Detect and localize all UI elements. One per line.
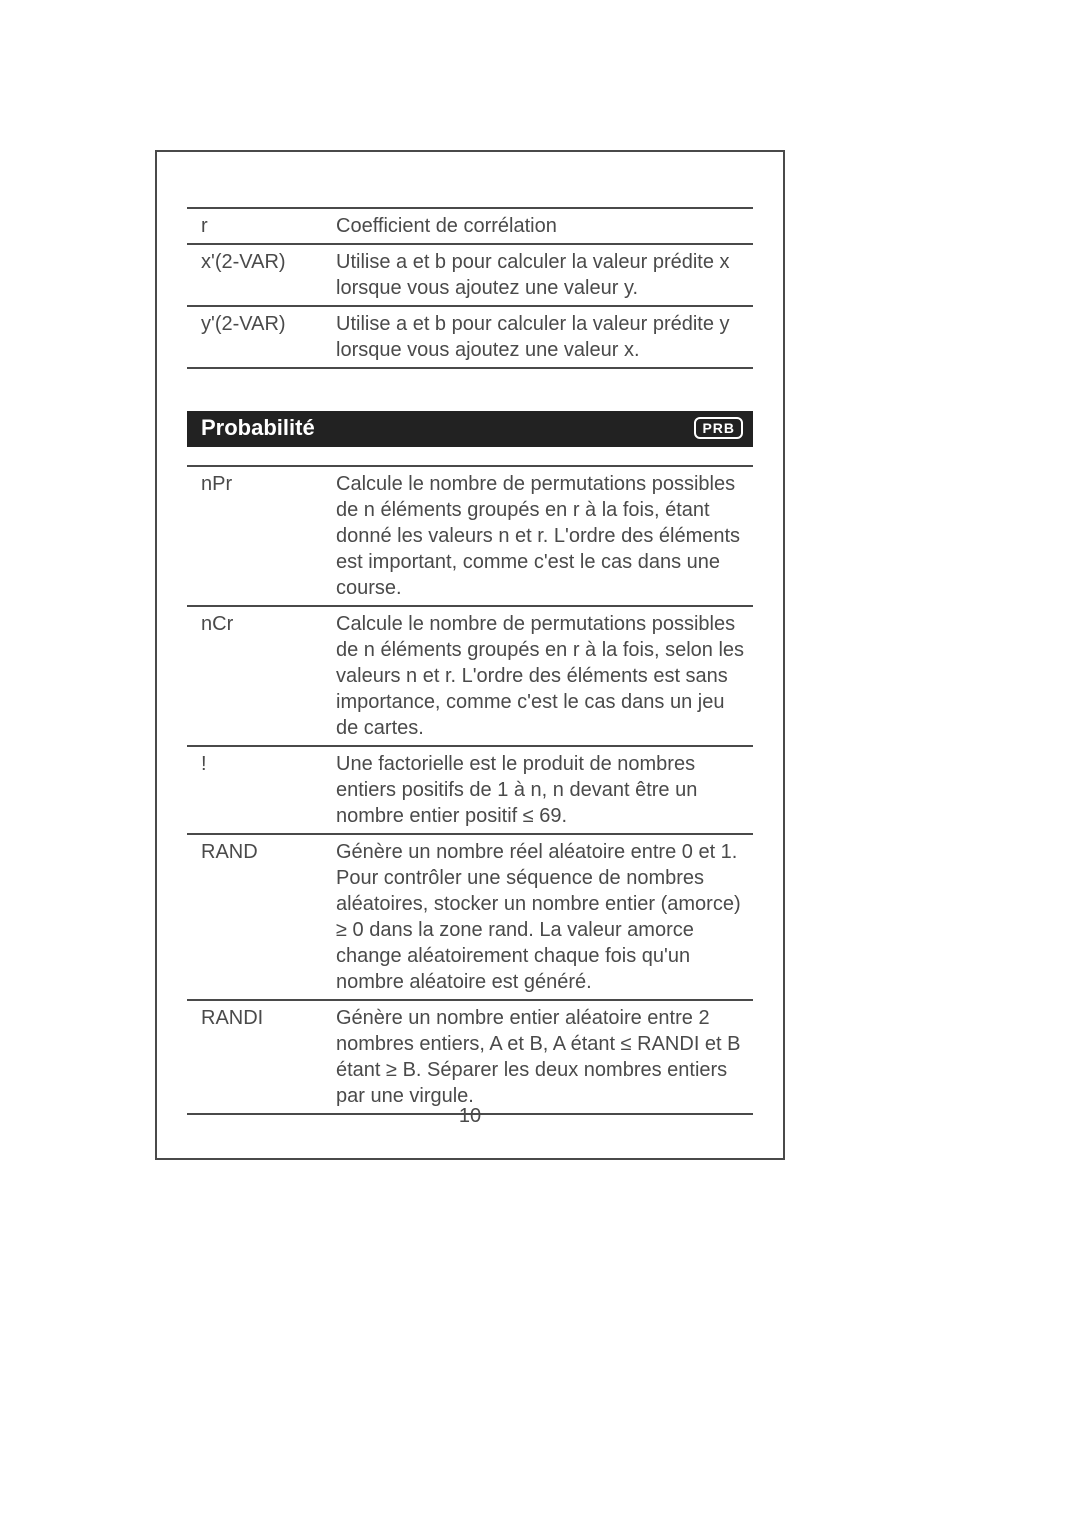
desc-cell: Calcule le nombre de permutations possib…: [336, 466, 753, 606]
probability-definitions-table: nPr Calcule le nombre de permutations po…: [187, 465, 753, 1115]
desc-cell: Génère un nombre entier aléatoire entre …: [336, 1000, 753, 1114]
table-row: y'(2-VAR) Utilise a et b pour calculer l…: [187, 306, 753, 368]
term-cell: r: [187, 208, 336, 244]
desc-cell: Une factorielle est le produit de nombre…: [336, 746, 753, 834]
section-heading-label: Probabilité: [201, 415, 315, 441]
table-row: x'(2-VAR) Utilise a et b pour calculer l…: [187, 244, 753, 306]
term-cell: nPr: [187, 466, 336, 606]
desc-cell: Coefficient de corrélation: [336, 208, 753, 244]
term-cell: y'(2-VAR): [187, 306, 336, 368]
term-cell: nCr: [187, 606, 336, 746]
term-cell: !: [187, 746, 336, 834]
desc-cell: Calcule le nombre de permutations possib…: [336, 606, 753, 746]
table-row: r Coefficient de corrélation: [187, 208, 753, 244]
section-heading: Probabilité PRB: [187, 411, 753, 447]
term-cell: RAND: [187, 834, 336, 1000]
term-cell: x'(2-VAR): [187, 244, 336, 306]
table-row: nPr Calcule le nombre de permutations po…: [187, 466, 753, 606]
desc-cell: Utilise a et b pour calculer la valeur p…: [336, 244, 753, 306]
table-row: RAND Génère un nombre réel aléatoire ent…: [187, 834, 753, 1000]
table-row: ! Une factorielle est le produit de nomb…: [187, 746, 753, 834]
term-cell: RANDI: [187, 1000, 336, 1114]
page-number: 10: [157, 1105, 783, 1128]
desc-cell: Génère un nombre réel aléatoire entre 0 …: [336, 834, 753, 1000]
table-row: RANDI Génère un nombre entier aléatoire …: [187, 1000, 753, 1114]
desc-cell: Utilise a et b pour calculer la valeur p…: [336, 306, 753, 368]
page-frame: r Coefficient de corrélation x'(2-VAR) U…: [155, 150, 785, 1160]
key-badge-prb: PRB: [694, 417, 743, 439]
top-definitions-table: r Coefficient de corrélation x'(2-VAR) U…: [187, 207, 753, 369]
table-row: nCr Calcule le nombre de permutations po…: [187, 606, 753, 746]
